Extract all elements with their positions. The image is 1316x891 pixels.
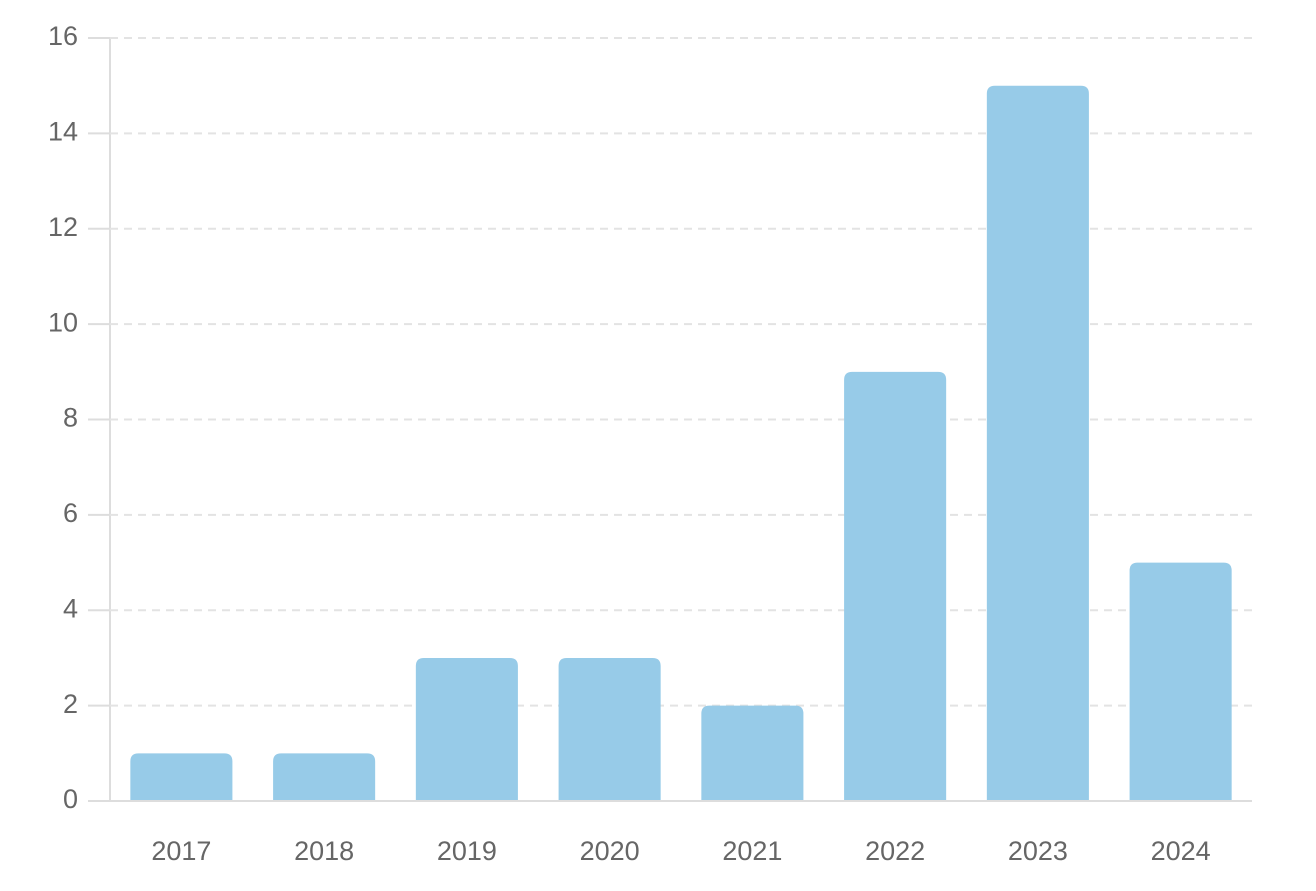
bar: [415, 657, 518, 801]
y-tick-label: 12: [48, 212, 78, 242]
x-tick-label: 2017: [151, 836, 211, 866]
x-tick-label: 2023: [1008, 836, 1068, 866]
bar: [273, 753, 376, 801]
x-tick-label: 2021: [722, 836, 782, 866]
y-tick-label: 14: [48, 117, 78, 147]
bar: [701, 705, 804, 801]
bar: [130, 753, 233, 801]
bar: [558, 657, 661, 801]
y-tick-label: 16: [48, 21, 78, 51]
bar: [986, 85, 1089, 801]
x-tick-label: 2018: [294, 836, 354, 866]
x-tick-label: 2020: [580, 836, 640, 866]
y-tick-label: 6: [63, 498, 78, 528]
bar: [844, 371, 947, 801]
x-tick-label: 2019: [437, 836, 497, 866]
y-tick-label: 8: [63, 403, 78, 433]
y-tick-label: 4: [63, 593, 78, 623]
x-tick-label: 2022: [865, 836, 925, 866]
bar: [1129, 562, 1232, 801]
y-tick-label: 2: [63, 689, 78, 719]
y-tick-label: 10: [48, 307, 78, 337]
x-tick-label: 2024: [1151, 836, 1211, 866]
y-tick-label: 0: [63, 784, 78, 814]
